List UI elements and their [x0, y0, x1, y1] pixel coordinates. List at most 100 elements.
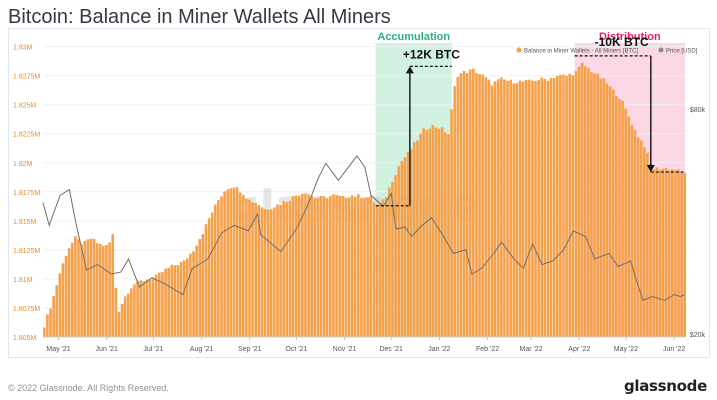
balance-bar	[375, 205, 379, 337]
legend-swatch	[658, 47, 664, 53]
balance-bar	[241, 195, 245, 337]
balance-bar	[512, 83, 516, 337]
balance-bar	[332, 194, 335, 337]
y-tick-label: 1.815M	[13, 219, 37, 226]
balance-bar	[615, 96, 618, 337]
balance-bar	[310, 195, 313, 337]
balance-bar	[204, 224, 208, 337]
balance-bar	[437, 128, 441, 337]
balance-bar	[605, 83, 609, 337]
balance-bar	[481, 74, 484, 338]
balance-bar	[151, 277, 155, 337]
balance-bar	[217, 200, 220, 337]
balance-bar	[453, 86, 456, 337]
balance-bar	[83, 240, 87, 337]
balance-bar	[80, 244, 83, 337]
balance-bar	[667, 170, 671, 337]
balance-bar	[164, 268, 167, 337]
balance-bar	[487, 79, 491, 338]
balance-bar	[43, 327, 46, 337]
balance-bar	[534, 80, 537, 337]
balance-bar	[170, 264, 174, 337]
balance-bar	[493, 81, 497, 337]
balance-bar	[58, 273, 62, 337]
balance-bar	[636, 137, 640, 337]
balance-bar	[649, 163, 652, 337]
balance-bar	[472, 68, 475, 338]
arrow-head	[405, 66, 414, 74]
balance-bar	[475, 73, 478, 337]
balance-bar	[664, 168, 668, 337]
balance-bar	[139, 280, 142, 337]
balance-bar	[316, 197, 320, 337]
balance-bar	[238, 192, 242, 337]
balance-bar	[182, 260, 186, 337]
balance-bar	[102, 245, 105, 337]
x-tick-label: Dec '21	[379, 346, 403, 353]
balance-bar	[434, 127, 438, 338]
balance-bar	[590, 72, 593, 337]
balance-bar	[484, 77, 488, 338]
x-tick-label: Sep '21	[238, 346, 262, 353]
balance-bar	[630, 124, 634, 337]
y-tick-label: 1.81M	[13, 277, 33, 284]
balance-bar	[540, 77, 544, 337]
balance-bar	[490, 85, 494, 337]
balance-bar	[521, 81, 525, 337]
balance-bar	[273, 207, 276, 337]
balance-bar	[658, 169, 662, 337]
balance-bar	[406, 151, 410, 337]
balance-bar	[74, 236, 77, 337]
balance-bar	[655, 167, 659, 337]
balance-bar	[64, 255, 68, 337]
balance-bar	[52, 296, 55, 337]
balance-bar	[105, 244, 108, 337]
balance-bar	[291, 196, 295, 337]
balance-bar	[301, 193, 304, 337]
balance-bar	[167, 267, 170, 337]
balance-bar	[611, 89, 615, 337]
y-tick-label: 1.825M	[13, 103, 37, 110]
balance-bar	[329, 195, 332, 337]
balance-bar	[347, 197, 351, 337]
balance-bar	[509, 79, 512, 337]
balance-bar	[130, 288, 133, 337]
balance-bar	[70, 242, 74, 337]
balance-bar	[120, 304, 124, 337]
balance-bar	[602, 78, 606, 337]
y-tick-label: 1.83M	[13, 45, 33, 52]
balance-bar	[627, 116, 631, 337]
balance-bar	[89, 238, 93, 337]
legend-swatch	[516, 47, 522, 53]
balance-bar	[646, 152, 649, 337]
balance-bar	[123, 296, 127, 337]
balance-bar	[269, 209, 273, 337]
balance-bar	[251, 202, 254, 337]
balance-bar	[552, 78, 556, 338]
balance-bar	[546, 80, 550, 337]
balance-bar	[192, 251, 195, 337]
balance-bar	[571, 75, 575, 337]
balance-bar	[671, 169, 674, 337]
balance-bar	[257, 205, 261, 337]
balance-bar	[593, 73, 596, 337]
page-title: Bitcoin: Balance in Miner Wallets All Mi…	[8, 6, 391, 28]
balance-bar	[677, 169, 680, 337]
balance-bar	[173, 265, 177, 337]
balance-bar	[353, 196, 357, 337]
balance-bar	[344, 198, 348, 337]
balance-bar	[549, 77, 553, 338]
balance-bar	[608, 86, 612, 338]
x-tick-label: Nov '21	[333, 346, 357, 353]
balance-bar	[92, 238, 96, 337]
balance-bar	[363, 198, 366, 337]
balance-bar	[207, 218, 211, 337]
balance-bar	[674, 170, 677, 337]
balance-bar	[500, 77, 503, 337]
balance-bar	[565, 75, 568, 337]
balance-bar	[179, 261, 183, 337]
balance-bar	[372, 202, 376, 337]
balance-bar	[468, 69, 472, 337]
